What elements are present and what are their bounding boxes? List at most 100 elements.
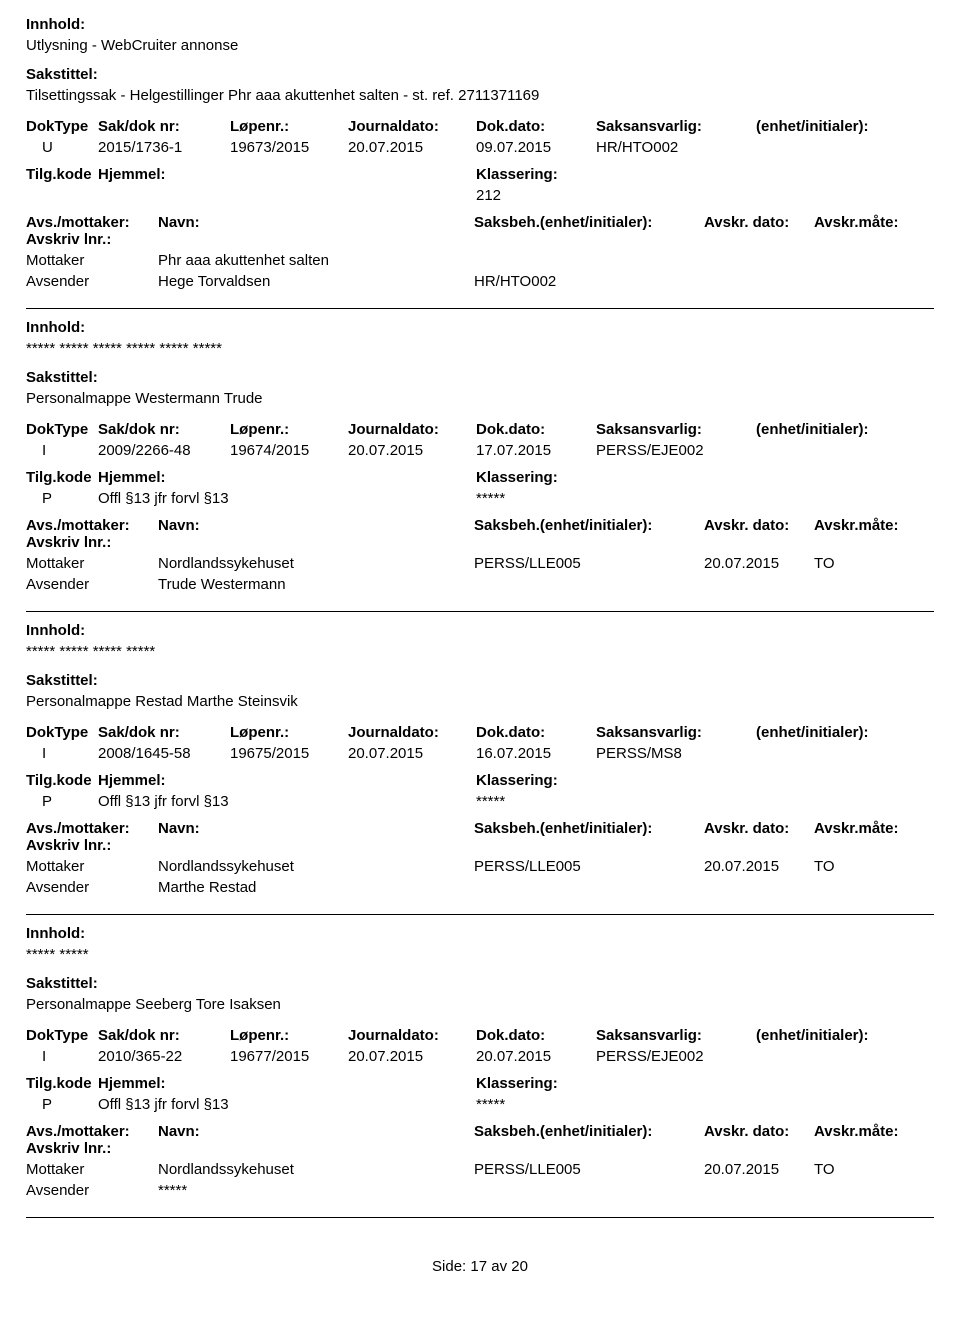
party-role: Avsender — [26, 576, 158, 593]
party-avskr-mate — [814, 273, 924, 290]
hdr-klassering: Klassering: — [476, 166, 596, 183]
sakstittel-value: Personalmappe Westermann Trude — [26, 390, 934, 407]
hdr-dokdato: Dok.dato: — [476, 421, 596, 438]
hdr-doktype: DokType — [26, 421, 98, 438]
party-avskr-dato — [704, 273, 814, 290]
party-saksbeh: PERSS/LLE005 — [474, 1161, 704, 1178]
meta-header-row: DokType Sak/dok nr: Løpenr.: Journaldato… — [26, 724, 934, 741]
innhold-value: ***** ***** ***** ***** — [26, 643, 934, 660]
hdr-avskr-mate: Avskr.måte: — [814, 1123, 924, 1140]
sakstittel-value: Personalmappe Seeberg Tore Isaksen — [26, 996, 934, 1013]
hdr-navn: Navn: — [158, 517, 474, 534]
val-tilgkode: P — [26, 490, 98, 507]
hdr-saknr: Sak/dok nr: — [98, 118, 230, 135]
val-dokdato: 17.07.2015 — [476, 442, 596, 459]
party-header-row: Avs./mottaker: Navn: Saksbeh.(enhet/init… — [26, 1123, 934, 1157]
footer-mid: av — [491, 1258, 507, 1275]
party-row: Mottaker Phr aaa akuttenhet salten — [26, 252, 934, 269]
hdr-journaldato: Journaldato: — [348, 1027, 476, 1044]
val-doktype: I — [26, 1048, 98, 1065]
val-doktype: U — [26, 139, 98, 156]
party-avskriv-lnr — [924, 1161, 934, 1178]
party-row: Mottaker Nordlandssykehuset PERSS/LLE005… — [26, 1161, 934, 1178]
party-saksbeh: PERSS/LLE005 — [474, 555, 704, 572]
party-avskriv-lnr — [924, 858, 934, 875]
hdr-hjemmel: Hjemmel: — [98, 772, 476, 789]
val-saksansvarlig: PERSS/MS8 — [596, 745, 756, 762]
val-hjemmel: Offl §13 jfr forvl §13 — [98, 793, 476, 810]
meta-header-row: DokType Sak/dok nr: Løpenr.: Journaldato… — [26, 421, 934, 438]
hdr-avskriv-lnr: Avskriv lnr.: — [26, 231, 934, 248]
hdr-lopenr: Løpenr.: — [230, 118, 348, 135]
val-lopenr: 19674/2015 — [230, 442, 348, 459]
party-saksbeh — [474, 252, 704, 269]
sakstittel-label: Sakstittel: — [26, 975, 934, 992]
val-saknr: 2010/365-22 — [98, 1048, 230, 1065]
sakstittel-label: Sakstittel: — [26, 66, 934, 83]
hdr-dokdato: Dok.dato: — [476, 118, 596, 135]
hdr-saksbeh: Saksbeh.(enhet/initialer): — [474, 517, 704, 534]
journal-entry: Innhold: ***** ***** ***** ***** ***** *… — [26, 319, 934, 612]
val-hjemmel: Offl §13 jfr forvl §13 — [98, 1096, 476, 1113]
party-avskr-mate — [814, 576, 924, 593]
innhold-value: ***** ***** — [26, 946, 934, 963]
hdr-avs-mottaker: Avs./mottaker: — [26, 820, 158, 837]
val-saknr: 2009/2266-48 — [98, 442, 230, 459]
hdr-klassering: Klassering: — [476, 772, 596, 789]
party-role: Mottaker — [26, 1161, 158, 1178]
innhold-value: ***** ***** ***** ***** ***** ***** — [26, 340, 934, 357]
hdr-klassering: Klassering: — [476, 469, 596, 486]
party-avskr-dato — [704, 879, 814, 896]
hdr-dokdato: Dok.dato: — [476, 724, 596, 741]
hdr-lopenr: Løpenr.: — [230, 1027, 348, 1044]
hjemmel-value-row: P Offl §13 jfr forvl §13 ***** — [26, 1096, 934, 1113]
meta-value-row: I 2008/1645-58 19675/2015 20.07.2015 16.… — [26, 745, 934, 762]
hdr-avskr-dato: Avskr. dato: — [704, 517, 814, 534]
hdr-hjemmel: Hjemmel: — [98, 469, 476, 486]
party-row: Avsender Hege Torvaldsen HR/HTO002 — [26, 273, 934, 290]
hdr-avskr-dato: Avskr. dato: — [704, 214, 814, 231]
meta-header-row: DokType Sak/dok nr: Løpenr.: Journaldato… — [26, 118, 934, 135]
party-navn: ***** — [158, 1182, 474, 1199]
innhold-label: Innhold: — [26, 925, 934, 942]
val-tilgkode — [26, 187, 98, 204]
hdr-navn: Navn: — [158, 820, 474, 837]
hjemmel-header-row: Tilg.kode Hjemmel: Klassering: — [26, 1075, 934, 1092]
hjemmel-value-row: P Offl §13 jfr forvl §13 ***** — [26, 793, 934, 810]
sakstittel-label: Sakstittel: — [26, 672, 934, 689]
val-lopenr: 19673/2015 — [230, 139, 348, 156]
val-journaldato: 20.07.2015 — [348, 745, 476, 762]
party-avskr-dato: 20.07.2015 — [704, 555, 814, 572]
meta-value-row: I 2010/365-22 19677/2015 20.07.2015 20.0… — [26, 1048, 934, 1065]
val-hjemmel — [98, 187, 476, 204]
journal-entry: Innhold: ***** ***** ***** ***** Sakstit… — [26, 622, 934, 915]
hdr-enhet: (enhet/initialer): — [756, 118, 934, 135]
party-avskriv-lnr — [924, 576, 934, 593]
val-dokdato: 20.07.2015 — [476, 1048, 596, 1065]
hdr-avskriv-lnr: Avskriv lnr.: — [26, 1140, 934, 1157]
val-lopenr: 19675/2015 — [230, 745, 348, 762]
hdr-klassering: Klassering: — [476, 1075, 596, 1092]
hdr-saknr: Sak/dok nr: — [98, 1027, 230, 1044]
innhold-label: Innhold: — [26, 622, 934, 639]
hdr-doktype: DokType — [26, 1027, 98, 1044]
hdr-avskr-mate: Avskr.måte: — [814, 820, 924, 837]
val-journaldato: 20.07.2015 — [348, 1048, 476, 1065]
val-saknr: 2008/1645-58 — [98, 745, 230, 762]
sakstittel-label: Sakstittel: — [26, 369, 934, 386]
sakstittel-value: Personalmappe Restad Marthe Steinsvik — [26, 693, 934, 710]
party-header-row: Avs./mottaker: Navn: Saksbeh.(enhet/init… — [26, 214, 934, 248]
party-avskr-mate: TO — [814, 858, 924, 875]
hdr-tilgkode: Tilg.kode — [26, 469, 98, 486]
val-lopenr: 19677/2015 — [230, 1048, 348, 1065]
hdr-saksbeh: Saksbeh.(enhet/initialer): — [474, 1123, 704, 1140]
val-enhet — [756, 1048, 934, 1065]
hdr-avskriv-lnr: Avskriv lnr.: — [26, 837, 934, 854]
sakstittel-value: Tilsettingssak - Helgestillinger Phr aaa… — [26, 87, 934, 104]
hdr-doktype: DokType — [26, 118, 98, 135]
hdr-tilgkode: Tilg.kode — [26, 772, 98, 789]
hdr-saksbeh: Saksbeh.(enhet/initialer): — [474, 820, 704, 837]
party-avskr-dato — [704, 1182, 814, 1199]
hdr-journaldato: Journaldato: — [348, 421, 476, 438]
party-saksbeh — [474, 1182, 704, 1199]
